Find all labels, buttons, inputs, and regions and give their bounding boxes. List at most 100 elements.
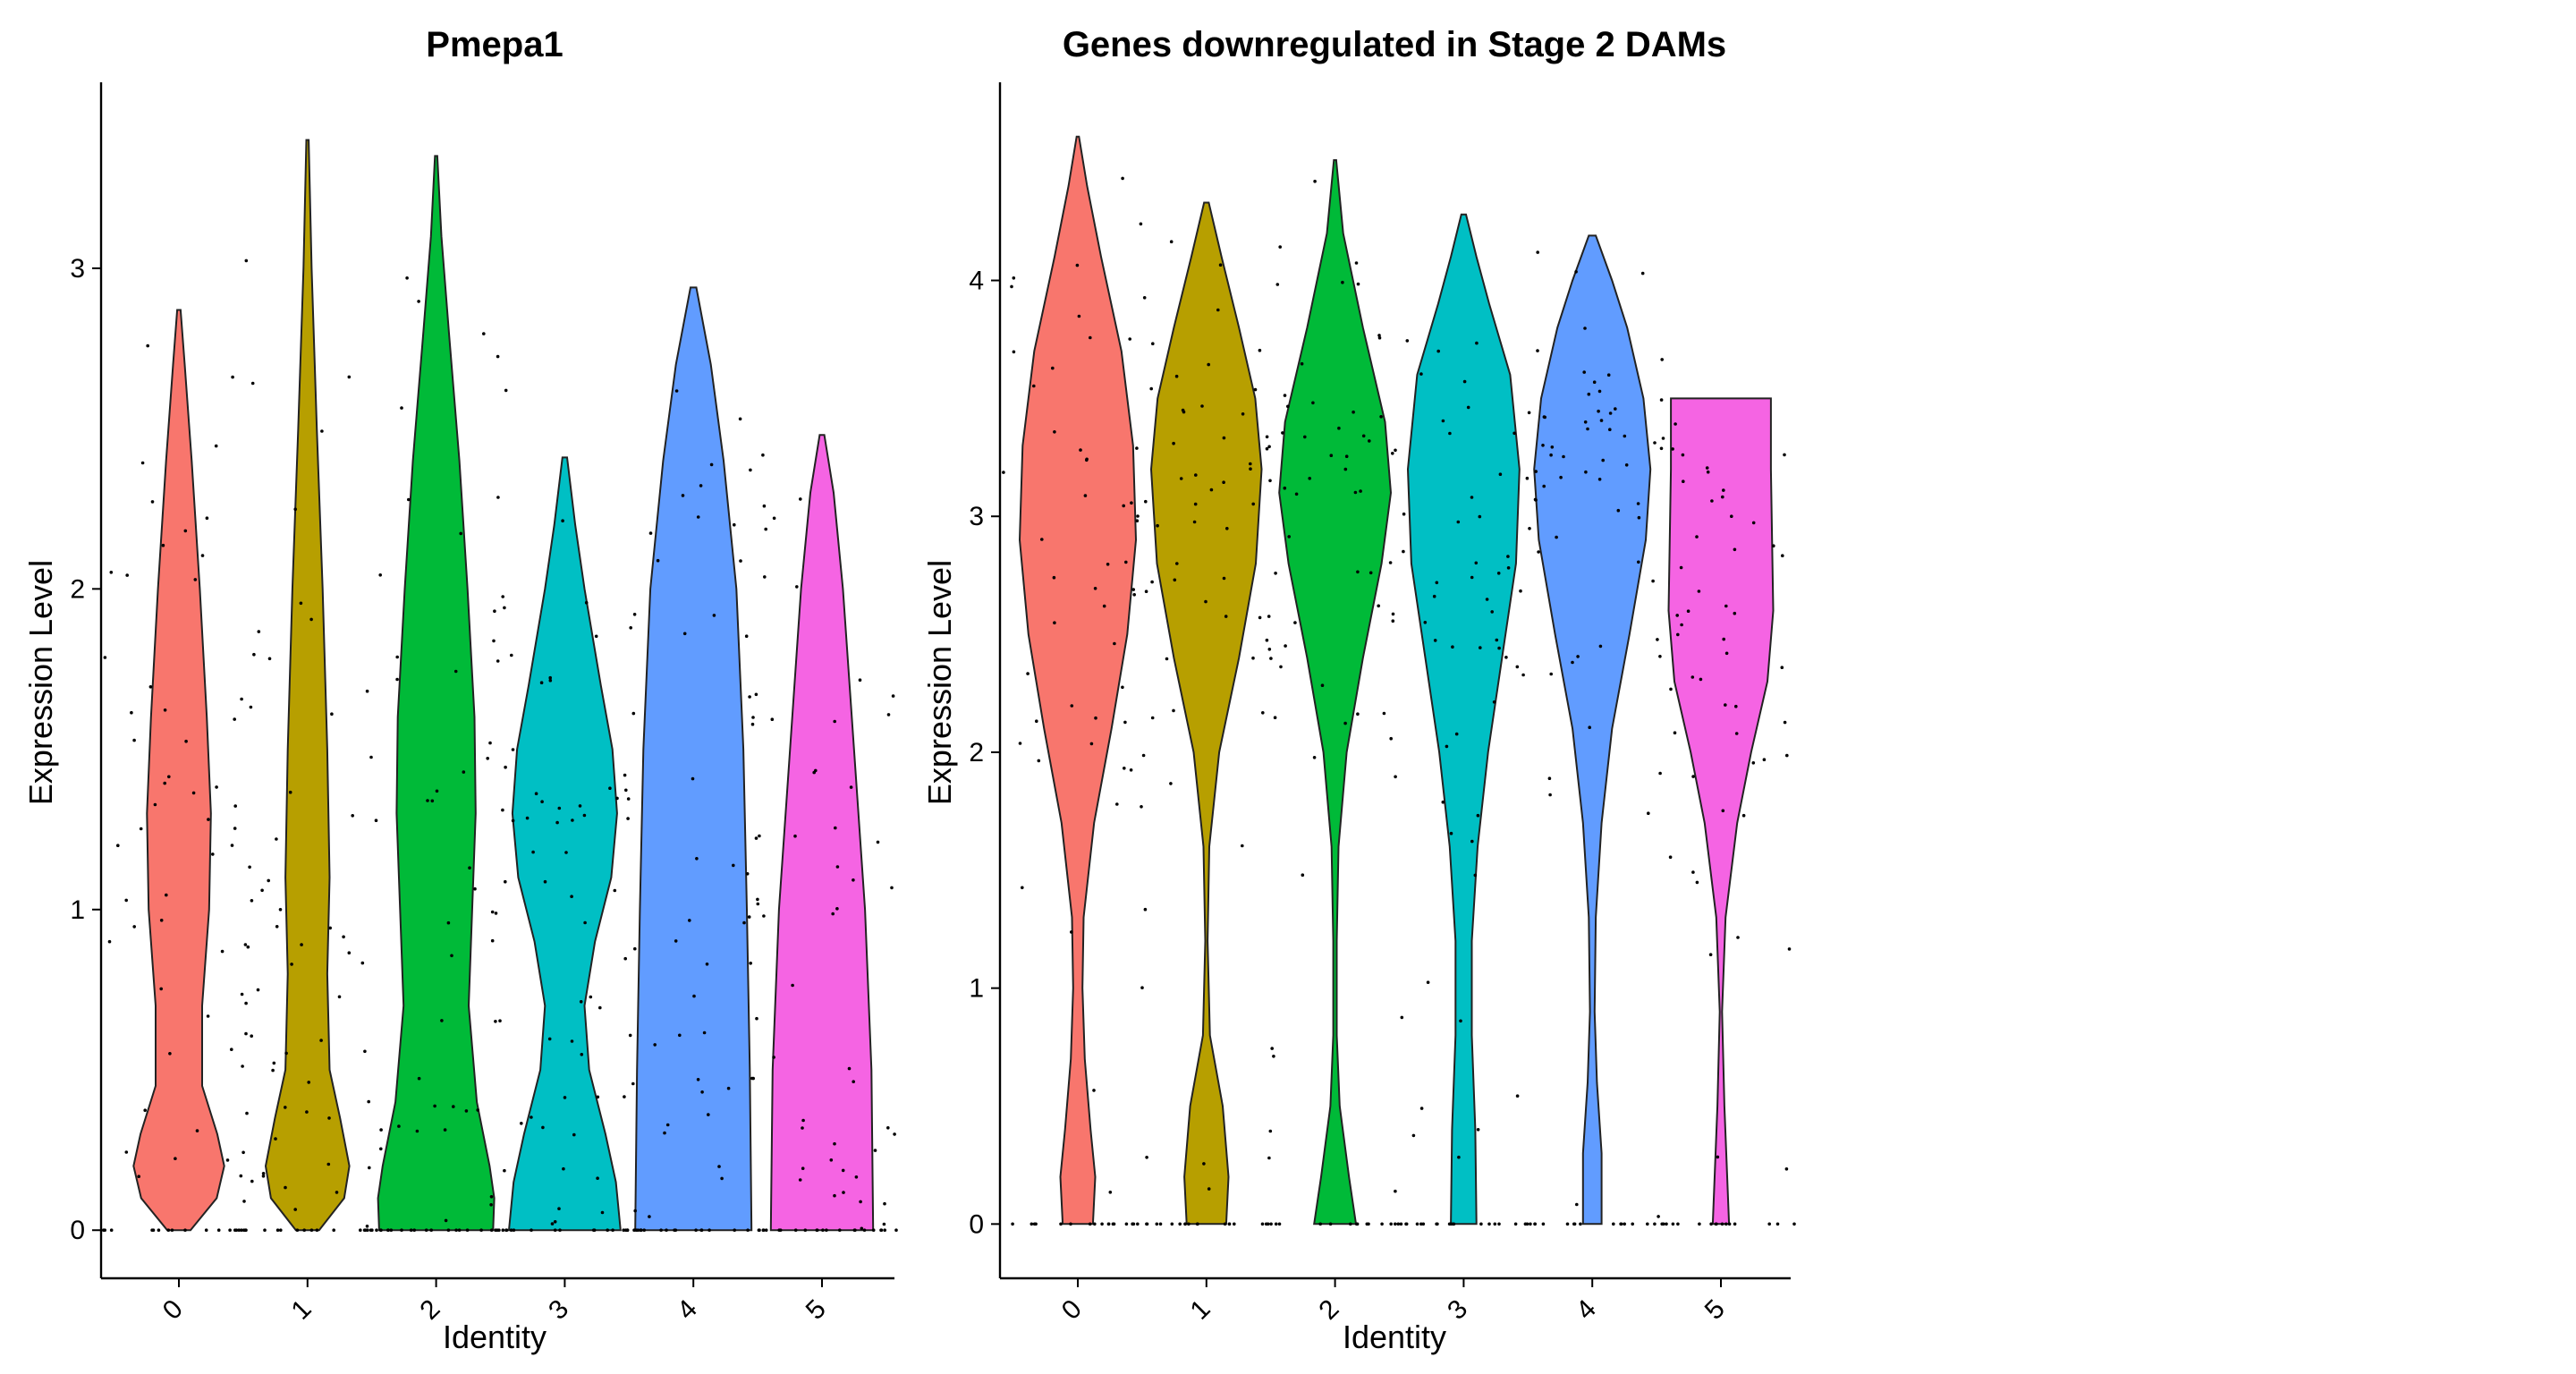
cell-point: [1528, 527, 1531, 530]
cell-point: [772, 516, 776, 521]
cell-point: [1733, 1222, 1737, 1226]
cell-point: [1274, 1222, 1278, 1226]
x-tick-label: 1: [286, 1294, 318, 1326]
cell-point: [1623, 434, 1627, 438]
cell-point: [1093, 587, 1097, 590]
cell-point: [633, 1209, 637, 1213]
cell-point: [770, 717, 775, 721]
cell-point: [648, 1215, 651, 1218]
cell-point: [1730, 514, 1733, 518]
cell-point: [833, 719, 836, 724]
cell-point: [1313, 179, 1317, 183]
cell-point: [1542, 484, 1546, 488]
cell-point: [245, 1111, 249, 1115]
cell-point: [852, 1228, 857, 1232]
cell-point: [379, 1147, 383, 1151]
cell-point: [1565, 1222, 1570, 1226]
cell-point: [1404, 1222, 1409, 1226]
cell-point: [260, 888, 264, 893]
cell-point: [1449, 831, 1453, 835]
cell-point: [632, 1228, 636, 1232]
cell-point: [250, 381, 255, 386]
cell-point: [1710, 499, 1714, 503]
cell-point: [1172, 708, 1175, 713]
cell-point: [309, 1228, 314, 1232]
cell-point: [252, 652, 256, 657]
cell-point: [1169, 782, 1173, 785]
cell-point: [1419, 1222, 1423, 1226]
cell-point: [1721, 495, 1724, 499]
cell-point: [606, 1228, 609, 1232]
cell-point: [159, 919, 164, 922]
cell-point: [1141, 753, 1146, 758]
cell-point: [530, 1115, 533, 1119]
cell-point: [1169, 240, 1174, 244]
cell-point: [363, 1228, 368, 1232]
cell-point: [1658, 655, 1662, 658]
cell-point: [1781, 554, 1784, 557]
cell-point: [163, 781, 166, 785]
cell-point: [150, 500, 155, 504]
cell-point: [1249, 462, 1252, 466]
cell-point: [1018, 742, 1022, 745]
cell-point: [674, 389, 679, 393]
cell-point: [1653, 441, 1657, 445]
cell-point: [629, 626, 632, 630]
cell-point: [1079, 448, 1082, 452]
cell-point: [1623, 1222, 1626, 1226]
cell-point: [534, 792, 538, 795]
cell-point: [749, 962, 752, 965]
cell-point: [512, 1228, 516, 1232]
cell-point: [1150, 716, 1155, 720]
cell-point: [1521, 673, 1525, 677]
cell-point: [1476, 1128, 1480, 1132]
cell-point: [504, 879, 507, 884]
cell-point: [1415, 1222, 1419, 1226]
x-tick-label: 2: [1313, 1294, 1344, 1326]
cell-point: [1549, 672, 1553, 676]
cell-point: [762, 504, 767, 508]
cell-point: [1542, 415, 1546, 419]
cell-point: [1452, 1222, 1456, 1226]
cell-point: [1597, 478, 1602, 481]
cell-point: [1462, 379, 1467, 384]
cell-point: [584, 600, 589, 605]
cell-point: [1124, 560, 1128, 564]
cell-point: [1549, 453, 1553, 457]
cell-point: [1533, 497, 1538, 502]
cell-point: [1151, 342, 1155, 346]
cell-point: [233, 804, 238, 808]
cell-point: [596, 1176, 599, 1180]
cell-point: [1265, 435, 1269, 439]
cell-point: [1209, 488, 1214, 492]
cell-point: [137, 1175, 140, 1178]
y-tick-label: 4: [969, 267, 984, 296]
panel-pmepa1: Pmepa1 0 1 2 3 0 1 2 3 4 5 Identity Expression Le…: [22, 25, 898, 1355]
x-axis-label: Identity: [1343, 1319, 1446, 1355]
cell-point: [1473, 873, 1478, 878]
cell-point: [1129, 768, 1133, 772]
cell-point: [407, 497, 411, 502]
cell-point: [1135, 446, 1139, 450]
cell-point: [799, 497, 802, 501]
cell-point: [1136, 1222, 1140, 1226]
cell-point: [570, 895, 573, 898]
cell-point: [1278, 245, 1282, 249]
cell-point: [1506, 555, 1510, 558]
cell-point: [1343, 467, 1348, 471]
cell-point: [761, 1228, 766, 1232]
cell-point: [242, 1228, 246, 1232]
cell-point: [1131, 588, 1135, 591]
cell-point: [548, 675, 552, 680]
cell-point: [326, 1162, 331, 1166]
cell-point: [504, 1228, 509, 1232]
cell-point: [1391, 612, 1395, 616]
cell-point: [1665, 1222, 1668, 1226]
cell-point: [240, 697, 243, 701]
cell-point: [1772, 544, 1775, 547]
cell-point: [589, 995, 593, 999]
cell-point: [1562, 454, 1565, 459]
cell-point: [1492, 700, 1496, 704]
cell-point: [342, 935, 345, 939]
cell-point: [1158, 1222, 1163, 1226]
